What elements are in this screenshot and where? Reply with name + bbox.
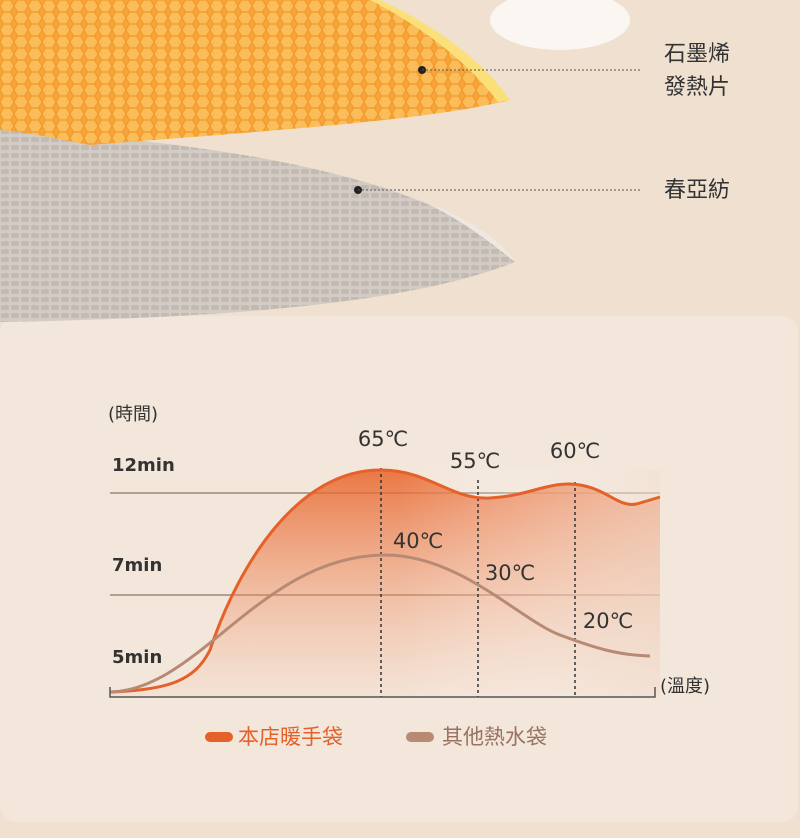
legend-label: 其他熱水袋 (442, 725, 547, 749)
layer-label: 石墨烯 (664, 42, 730, 67)
legend-swatch (205, 732, 233, 742)
layer-label: 春亞紡 (664, 178, 730, 203)
graphene-edge (370, 0, 510, 102)
fabric-layer (0, 130, 515, 322)
area-fade (400, 470, 660, 697)
y-label: 12min (112, 455, 175, 476)
x-title: (溫度) (660, 676, 710, 697)
feather (490, 0, 630, 50)
point-label: 60℃ (550, 439, 600, 463)
x-axis (109, 687, 656, 698)
graphene-layer (0, 0, 510, 145)
point-label: 40℃ (393, 529, 443, 553)
legend-label: 本店暖手袋 (238, 725, 343, 749)
y-label: 7min (112, 555, 162, 576)
curve-ours (109, 468, 661, 694)
layer-label: 發熱片 (664, 75, 730, 100)
point-label: 65℃ (358, 427, 408, 451)
point-label: 20℃ (583, 609, 633, 633)
y-title: (時間) (108, 404, 158, 425)
point-label: 55℃ (450, 449, 500, 473)
point-label: 30℃ (485, 561, 535, 585)
legend-swatch (406, 732, 434, 742)
curve-other (109, 553, 651, 694)
y-label: 5min (112, 647, 162, 668)
